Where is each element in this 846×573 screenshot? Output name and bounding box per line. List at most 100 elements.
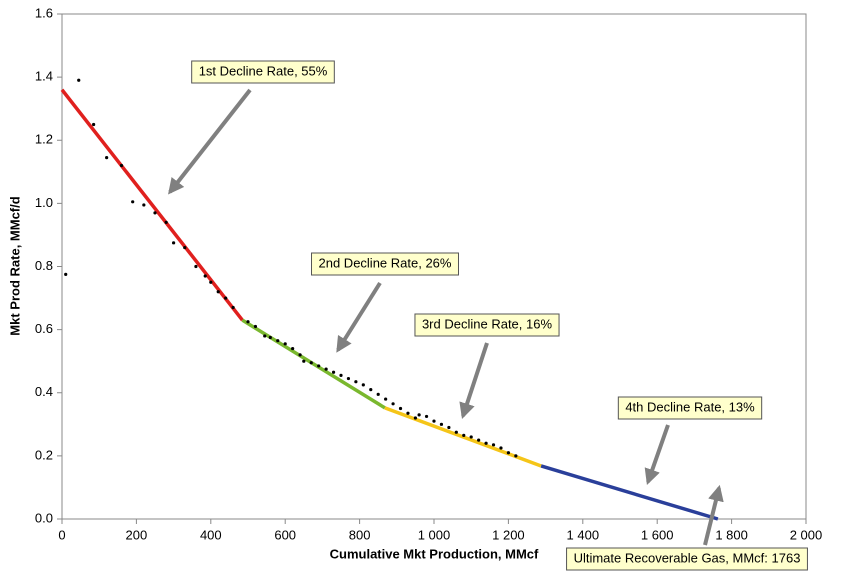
data-point — [246, 320, 250, 324]
y-tick-label: 0.6 — [35, 321, 53, 336]
x-tick-label: 800 — [349, 527, 371, 542]
data-point — [291, 346, 295, 351]
annotation-text: 2nd Decline Rate, 26% — [319, 255, 452, 270]
data-point — [209, 280, 213, 284]
y-tick-label: 1.6 — [35, 5, 53, 20]
data-point — [263, 334, 267, 338]
x-tick-label: 400 — [200, 527, 222, 542]
data-point — [131, 200, 135, 204]
data-point — [346, 376, 351, 381]
data-point — [77, 78, 81, 82]
decline-segment — [384, 406, 542, 468]
data-point — [183, 245, 187, 250]
data-point — [276, 339, 280, 343]
data-point — [119, 163, 124, 168]
data-point — [491, 443, 496, 447]
data-point — [417, 413, 421, 417]
annotation-arrow — [336, 281, 382, 353]
x-axis-title: Cumulative Mkt Production, MMcf — [330, 546, 539, 561]
annotation-text: Ultimate Recoverable Gas, MMcf: 1763 — [574, 550, 801, 565]
annotation-box — [617, 396, 763, 420]
data-point — [164, 220, 168, 224]
data-point — [384, 397, 388, 401]
y-axis-title: Mkt Prod Rate, MMcf/d — [7, 196, 22, 335]
data-point — [268, 335, 272, 340]
data-point — [477, 438, 481, 442]
data-point — [309, 361, 313, 365]
y-tick-label: 1.0 — [35, 195, 53, 210]
annotation-box — [191, 60, 335, 84]
data-point — [153, 211, 157, 215]
y-tick-label: 0.2 — [35, 447, 53, 462]
data-point — [231, 305, 235, 310]
data-point — [64, 272, 68, 276]
data-point — [398, 406, 403, 411]
data-point — [514, 454, 518, 458]
annotation-arrow — [168, 88, 252, 195]
data-point — [142, 203, 146, 207]
data-point — [484, 441, 488, 445]
x-tick-label: 200 — [126, 527, 148, 542]
decline-segment — [241, 318, 386, 410]
data-point — [506, 451, 510, 455]
data-point — [432, 419, 436, 423]
annotation-box — [311, 252, 459, 276]
data-point — [216, 290, 220, 294]
y-tick-label: 0.8 — [35, 258, 53, 273]
annotation-text: 4th Decline Rate, 13% — [625, 399, 755, 414]
x-tick-label: 0 — [58, 527, 65, 542]
annotation-text: 1st Decline Rate, 55% — [199, 63, 328, 78]
annotation: Ultimate Recoverable Gas, MMcf: 1763 — [566, 484, 808, 571]
data-point — [447, 425, 451, 430]
decline-segment — [540, 464, 719, 521]
x-tick-label: 600 — [274, 527, 296, 542]
y-tick-label: 1.4 — [35, 69, 53, 84]
data-point — [172, 241, 176, 245]
data-point — [298, 353, 302, 357]
data-point — [224, 296, 228, 300]
data-point — [369, 387, 373, 392]
annotation: 2nd Decline Rate, 26% — [311, 252, 459, 353]
annotation: 3rd Decline Rate, 16% — [414, 313, 560, 420]
data-point — [317, 364, 321, 368]
annotation-arrow — [644, 424, 670, 486]
annotation-box — [566, 547, 808, 571]
data-point — [361, 383, 365, 387]
annotation: 4th Decline Rate, 13% — [617, 396, 763, 486]
data-point — [203, 274, 207, 278]
data-point — [331, 370, 336, 374]
annotation-arrow — [459, 342, 489, 420]
data-point — [406, 411, 410, 415]
data-point — [424, 414, 429, 419]
decline-segment — [60, 88, 244, 322]
annotation: 1st Decline Rate, 55% — [168, 60, 335, 195]
data-point — [499, 446, 503, 450]
x-tick-label: 2 000 — [790, 527, 823, 542]
data-point — [105, 156, 109, 160]
annotation-box — [414, 313, 560, 337]
data-point — [194, 264, 198, 269]
data-point — [439, 422, 444, 426]
data-point — [462, 433, 466, 437]
data-point — [454, 430, 458, 434]
y-tick-label: 0.4 — [35, 384, 53, 399]
data-point — [324, 367, 328, 371]
y-tick-label: 0.0 — [35, 510, 53, 525]
x-tick-label: 1 400 — [567, 527, 600, 542]
x-tick-label: 1 200 — [492, 527, 525, 542]
data-point — [339, 373, 343, 377]
x-tick-label: 1 800 — [715, 527, 748, 542]
x-tick-label: 1 000 — [418, 527, 451, 542]
data-point — [253, 324, 258, 329]
data-point — [92, 122, 96, 127]
data-point — [376, 392, 380, 396]
data-point — [413, 416, 417, 420]
data-point — [283, 342, 287, 346]
x-tick-label: 1 600 — [641, 527, 674, 542]
annotation-text: 3rd Decline Rate, 16% — [422, 316, 553, 331]
data-point — [391, 402, 395, 406]
data-point — [354, 380, 358, 384]
data-point — [469, 435, 473, 439]
